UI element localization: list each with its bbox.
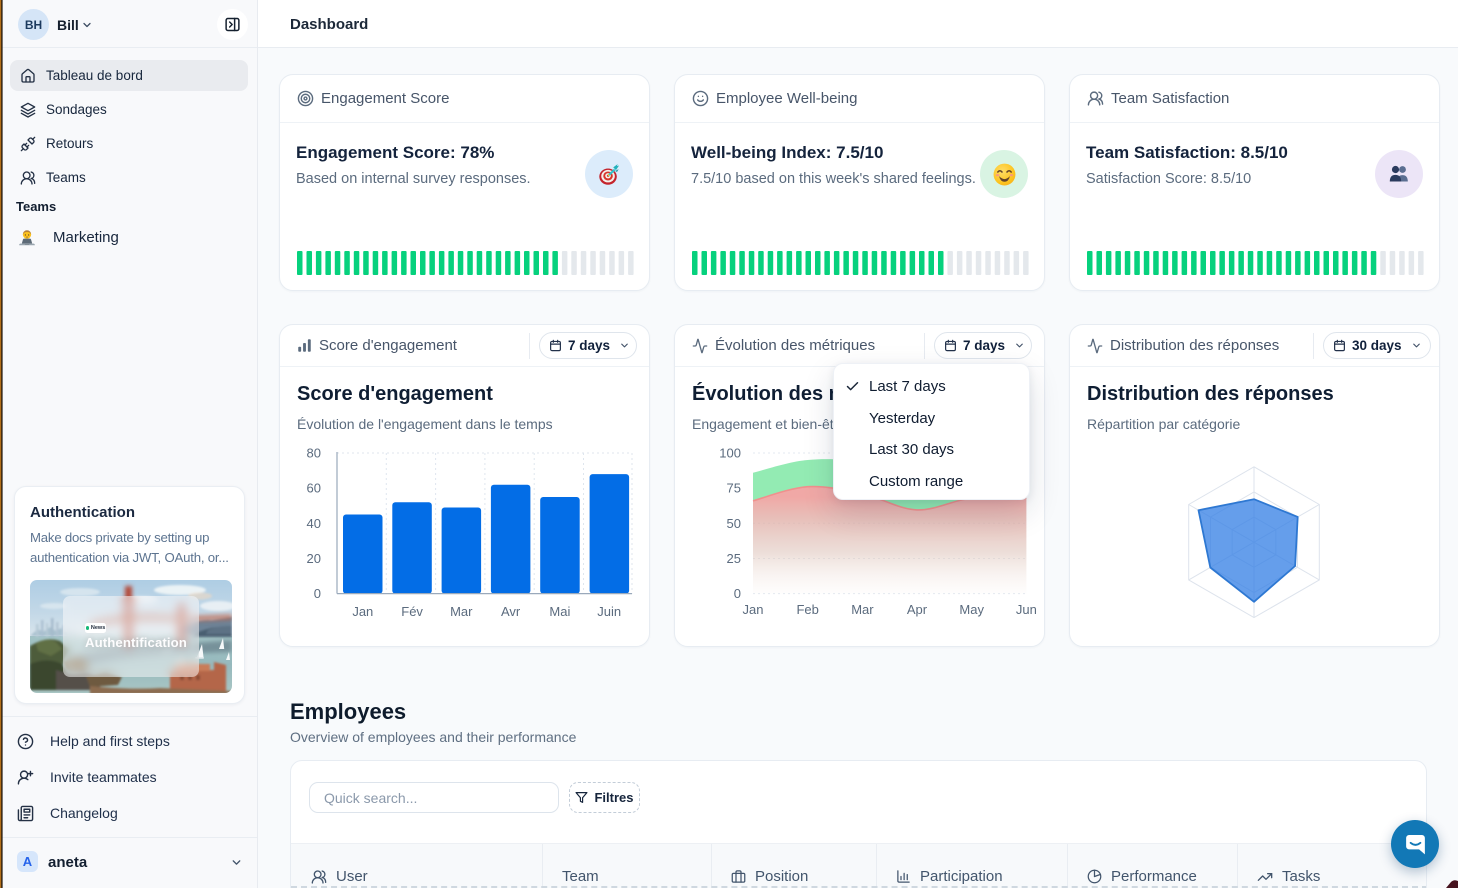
svg-text:75: 75	[727, 481, 741, 496]
svg-text:Mar: Mar	[851, 602, 874, 617]
svg-text:100: 100	[719, 446, 741, 461]
svg-text:Mai: Mai	[549, 604, 570, 619]
svg-text:40: 40	[307, 516, 321, 531]
svg-text:25: 25	[727, 551, 741, 566]
svg-text:Feb: Feb	[796, 602, 818, 617]
svg-text:80: 80	[307, 446, 321, 461]
svg-text:Mar: Mar	[450, 604, 473, 619]
svg-text:Apr: Apr	[907, 602, 928, 617]
svg-text:Jan: Jan	[352, 604, 373, 619]
svg-text:Fév: Fév	[401, 604, 423, 619]
svg-text:Juin: Juin	[597, 604, 621, 619]
svg-text:60: 60	[307, 481, 321, 496]
svg-text:20: 20	[307, 551, 321, 566]
svg-text:May: May	[959, 602, 984, 617]
svg-text:Jan: Jan	[743, 602, 764, 617]
svg-text:Avr: Avr	[501, 604, 521, 619]
svg-text:Jun: Jun	[1016, 602, 1037, 617]
svg-text:50: 50	[727, 516, 741, 531]
svg-text:0: 0	[734, 586, 741, 601]
svg-text:0: 0	[314, 586, 321, 601]
